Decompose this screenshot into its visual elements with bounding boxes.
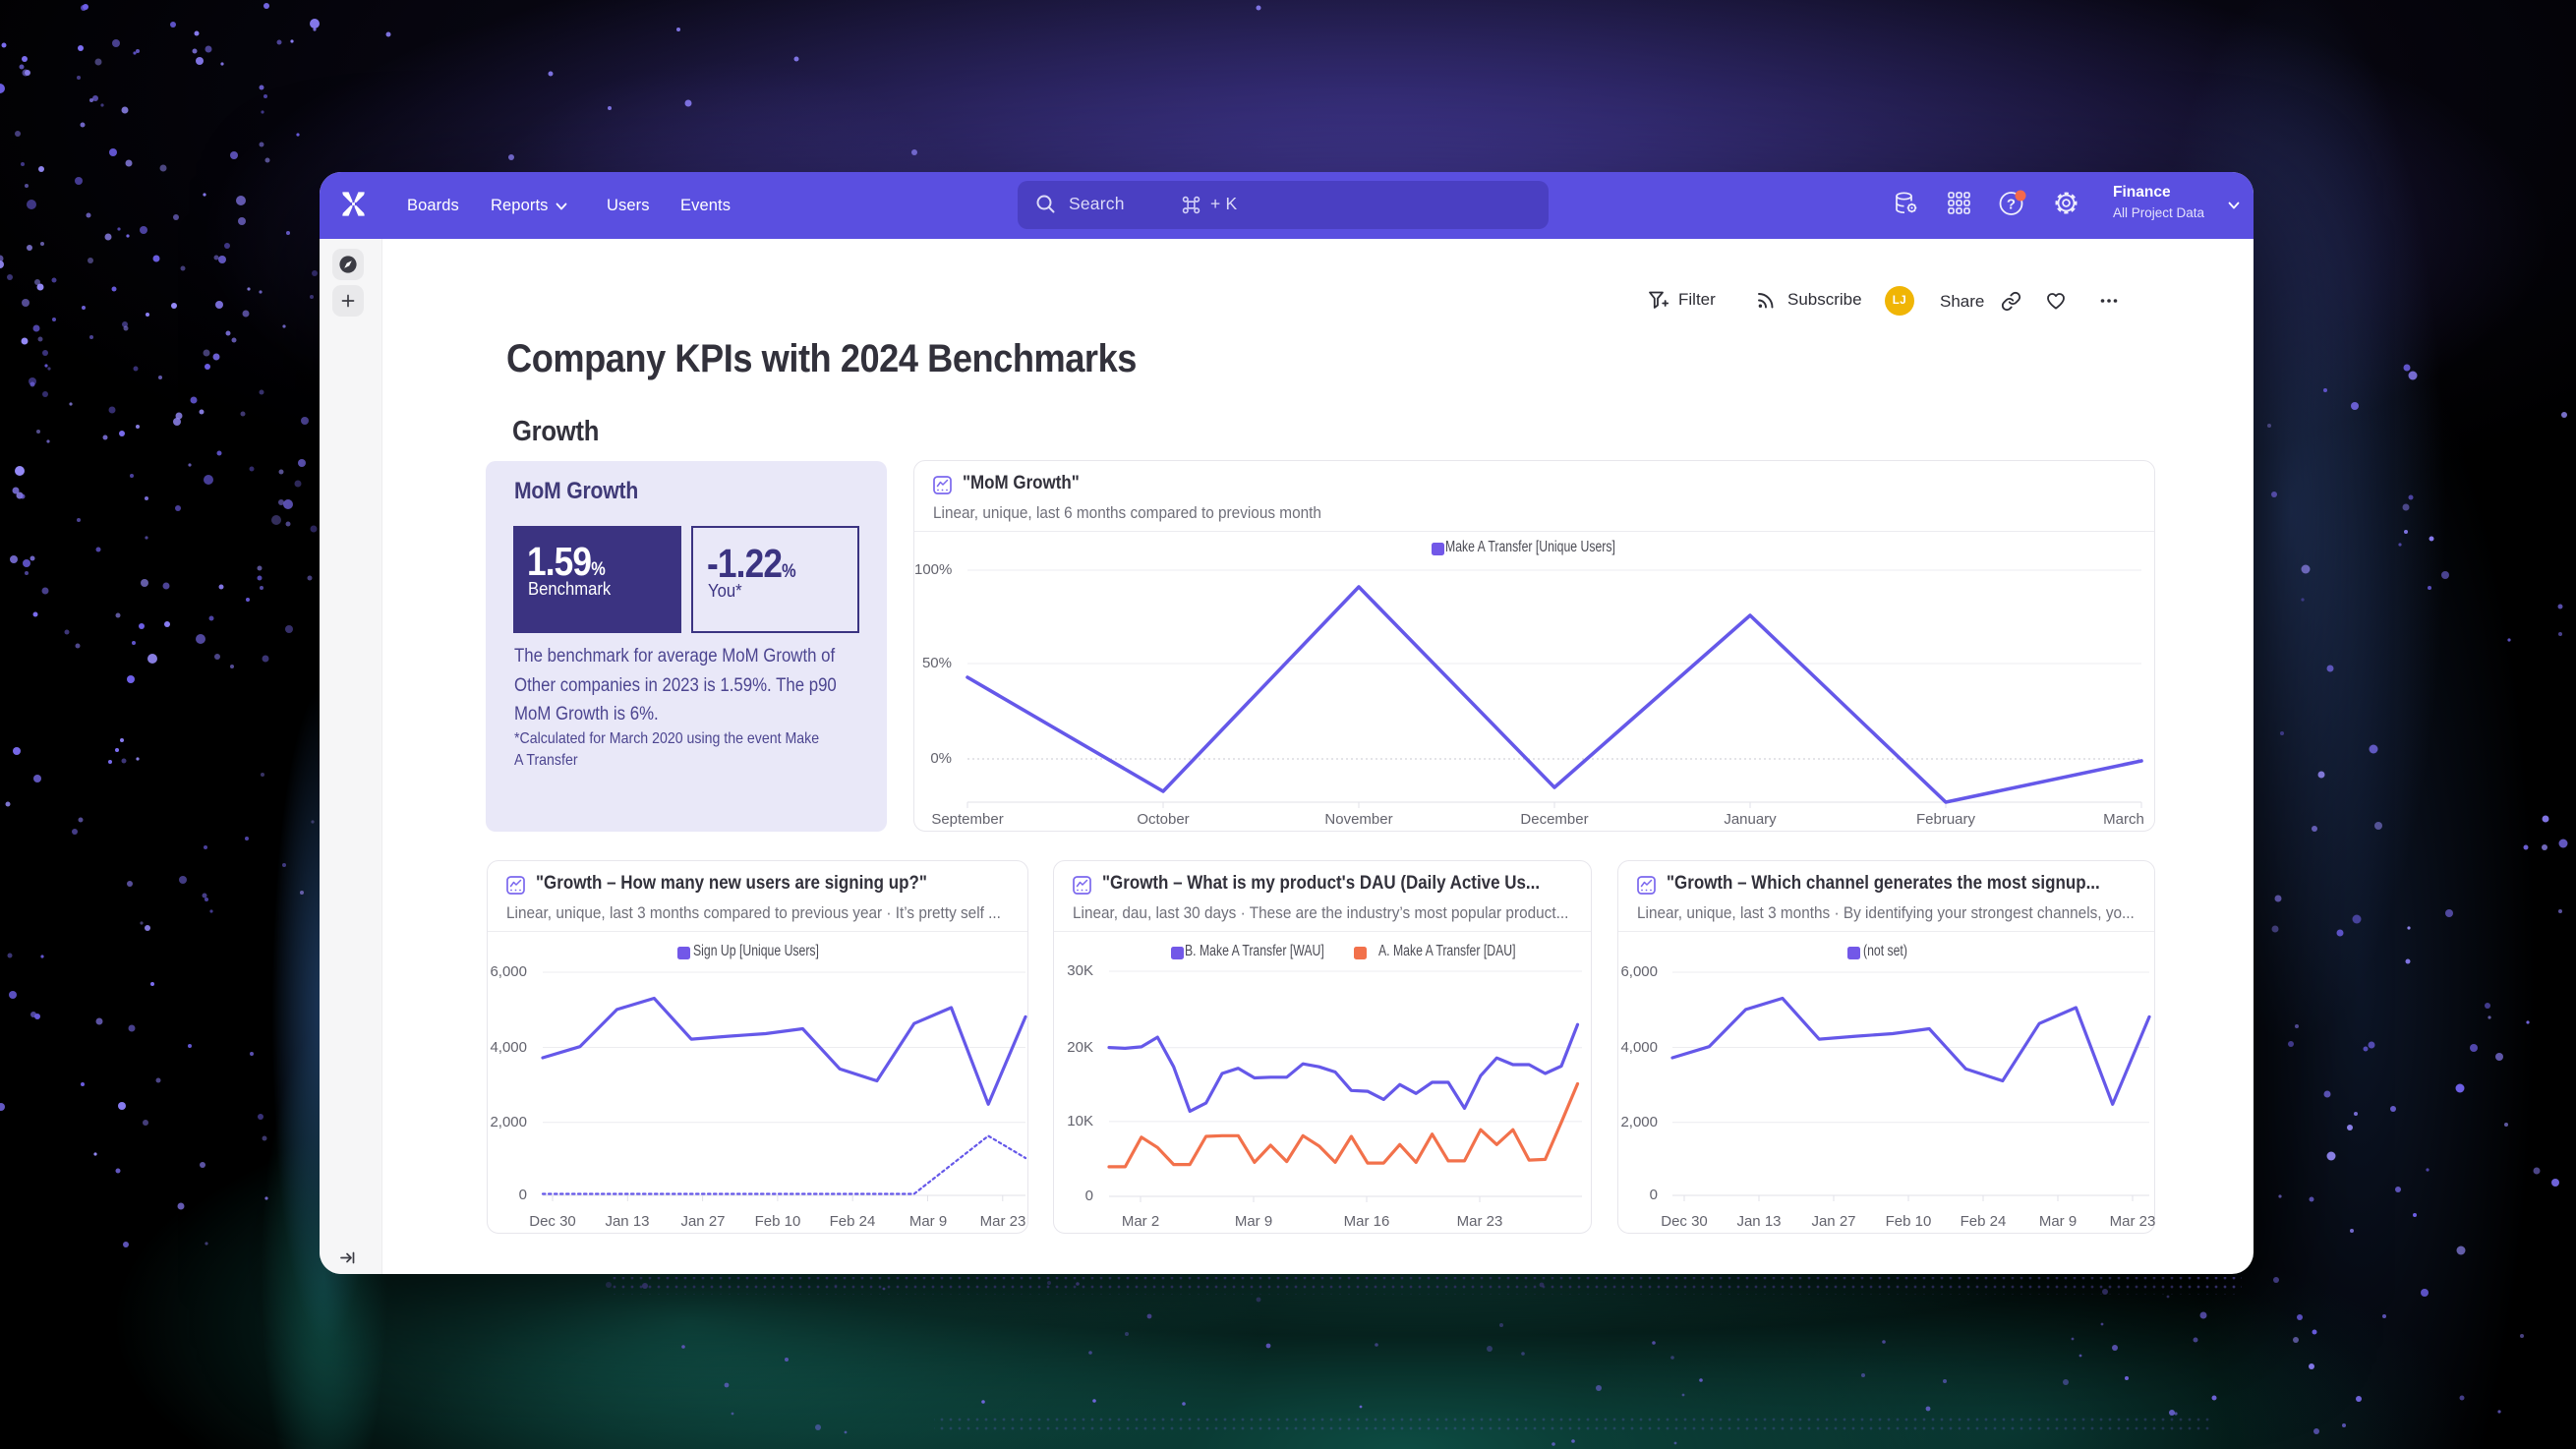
svg-text:?: ? <box>2007 197 2016 213</box>
